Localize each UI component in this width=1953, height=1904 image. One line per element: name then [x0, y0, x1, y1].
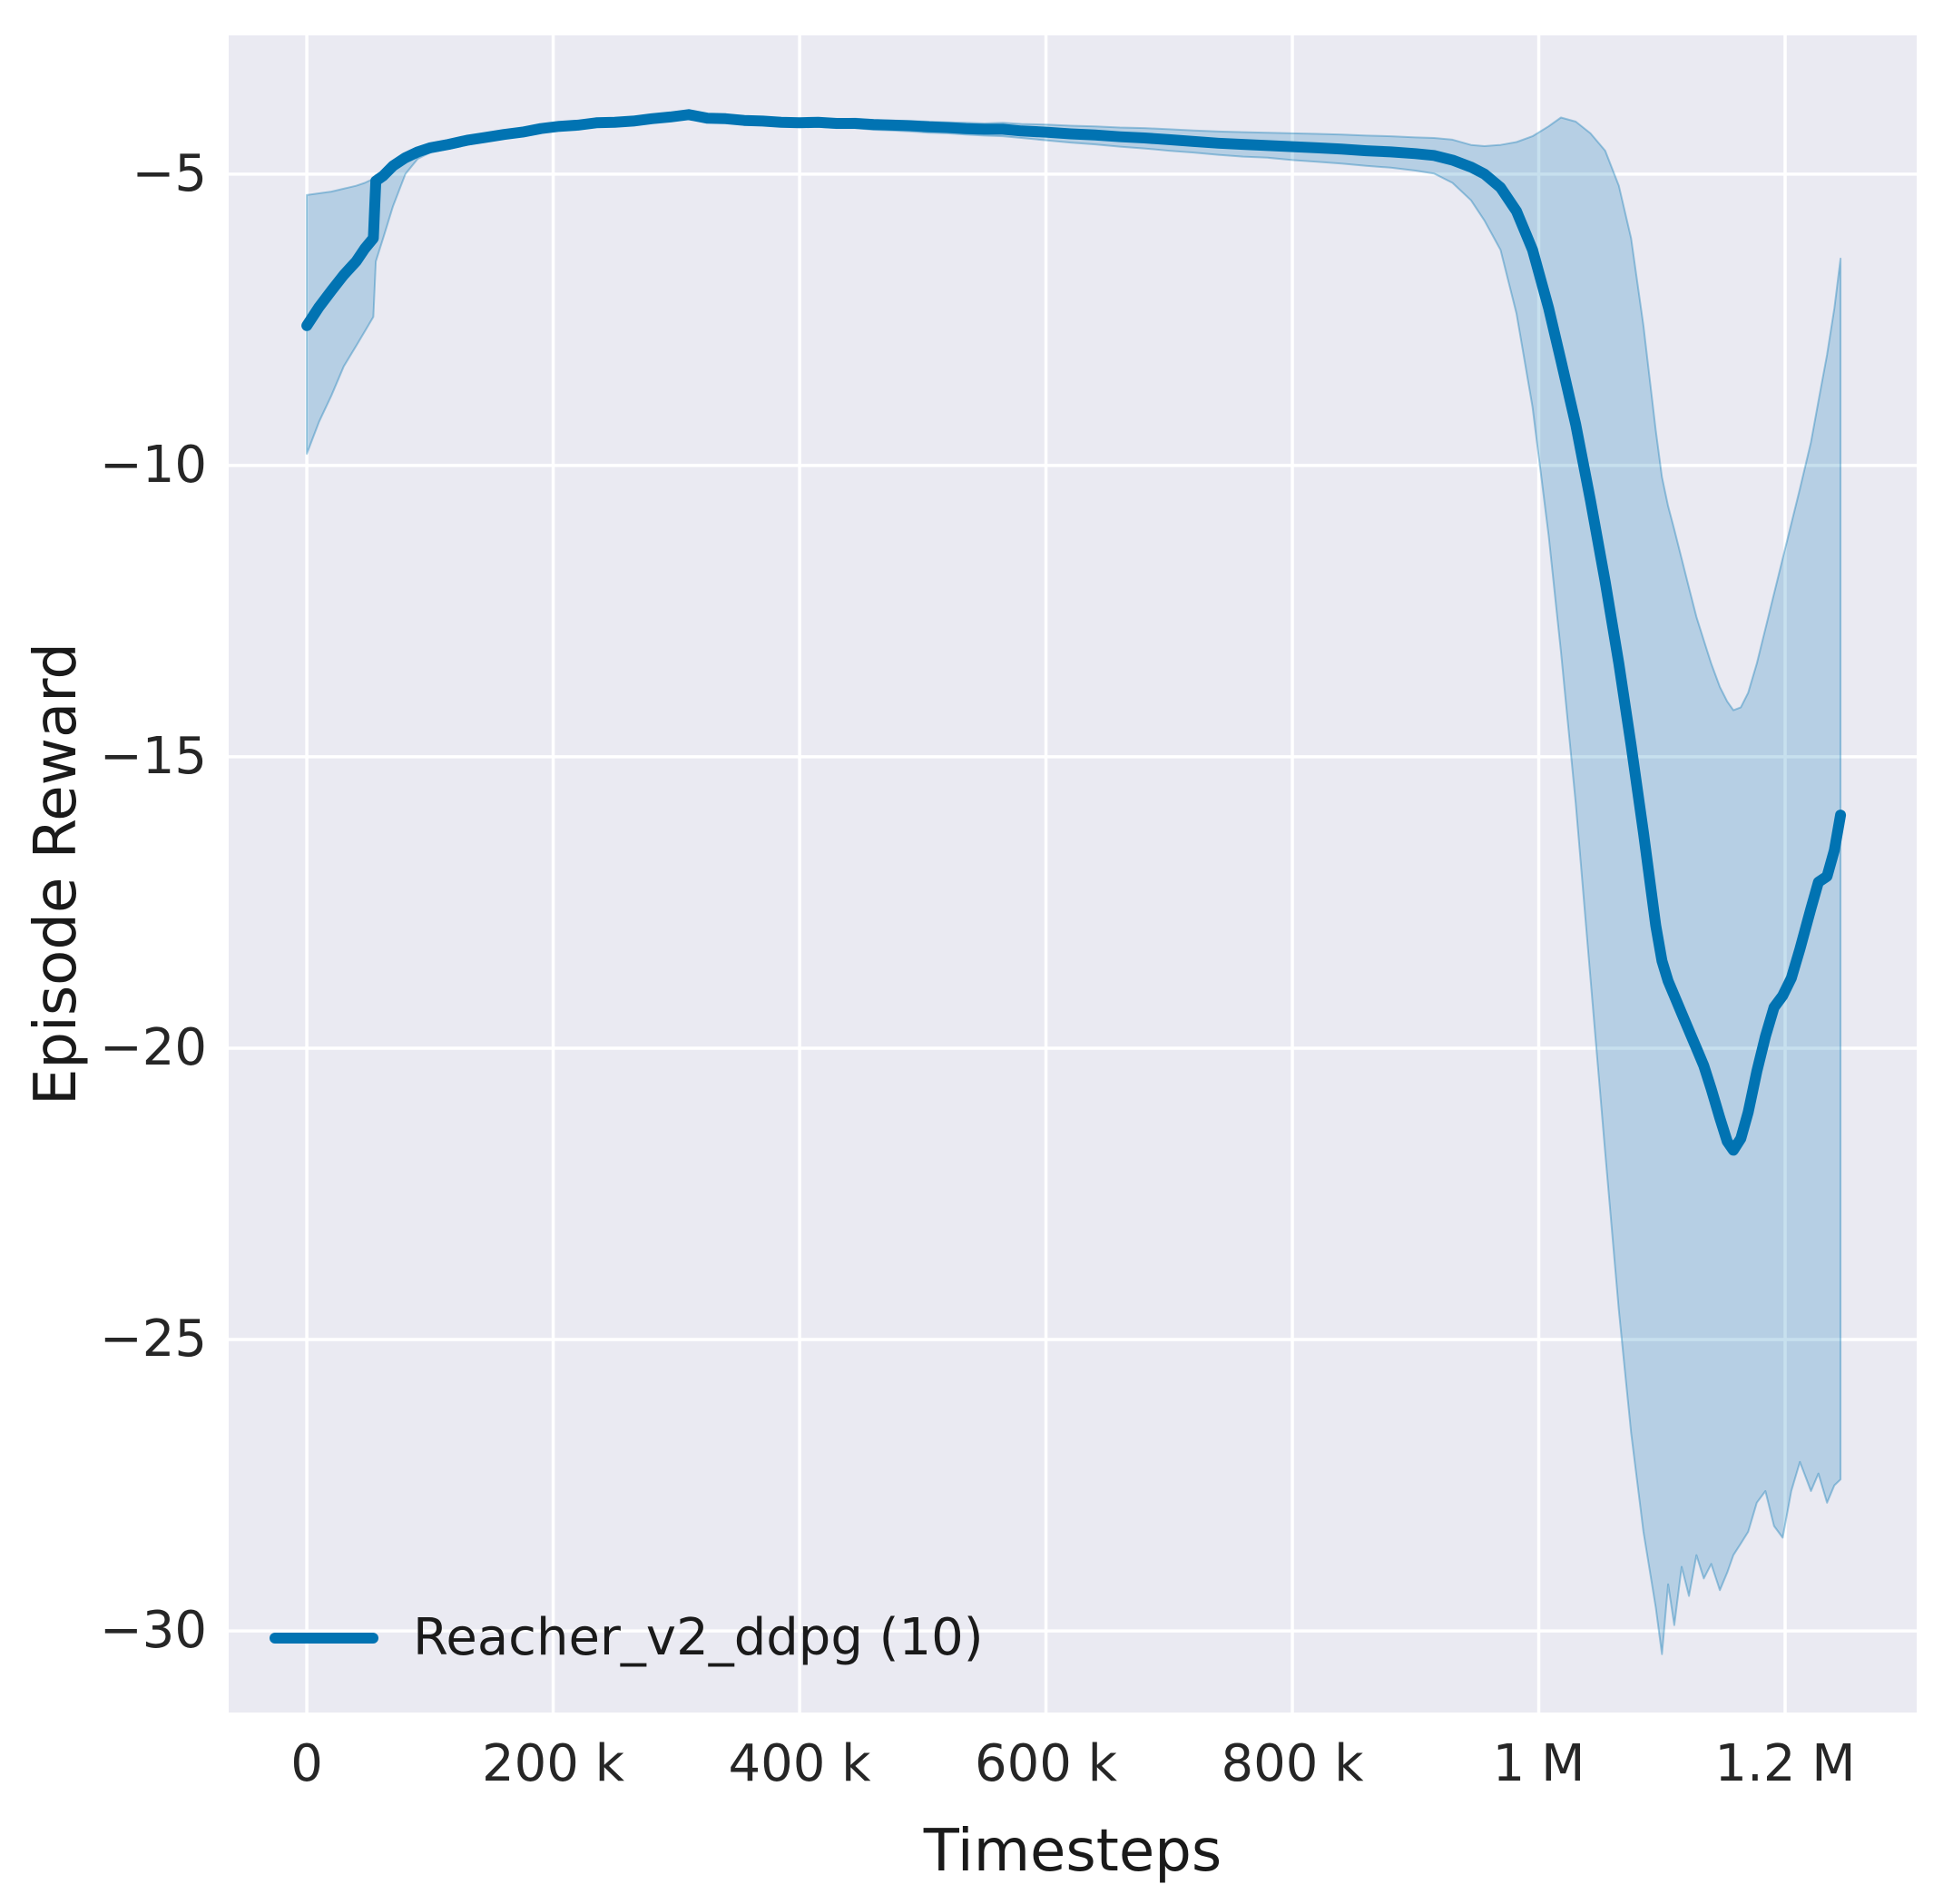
- plot-area: Reacher_v2_ddpg (10): [229, 35, 1917, 1713]
- axes-background: [229, 35, 1917, 1713]
- y-tick-label: −30: [99, 1601, 207, 1661]
- y-tick-label: −10: [99, 435, 207, 495]
- x-tick-label: 600 k: [974, 1734, 1118, 1793]
- legend: Reacher_v2_ddpg (10): [270, 1587, 984, 1689]
- y-tick-label: −20: [99, 1017, 207, 1077]
- y-tick-label: −25: [99, 1310, 207, 1369]
- x-tick-label: 200 k: [481, 1734, 625, 1793]
- x-tick-label: 1.2 M: [1714, 1734, 1856, 1793]
- y-tick-label: −5: [132, 143, 207, 203]
- y-tick-label: −15: [99, 726, 207, 786]
- x-axis-title: Timesteps: [923, 1818, 1222, 1885]
- x-tick-label: 800 k: [1221, 1734, 1364, 1793]
- x-tick-label: 1 M: [1492, 1734, 1585, 1793]
- legend-line-swatch: [270, 1633, 378, 1644]
- line-chart: [229, 35, 1917, 1713]
- legend-label: Reacher_v2_ddpg (10): [413, 1608, 984, 1667]
- y-axis-title: Episode Reward: [23, 642, 90, 1106]
- mean-reward-line: [301, 109, 1847, 1156]
- x-tick-label: 0: [290, 1734, 323, 1793]
- x-tick-label: 400 k: [728, 1734, 871, 1793]
